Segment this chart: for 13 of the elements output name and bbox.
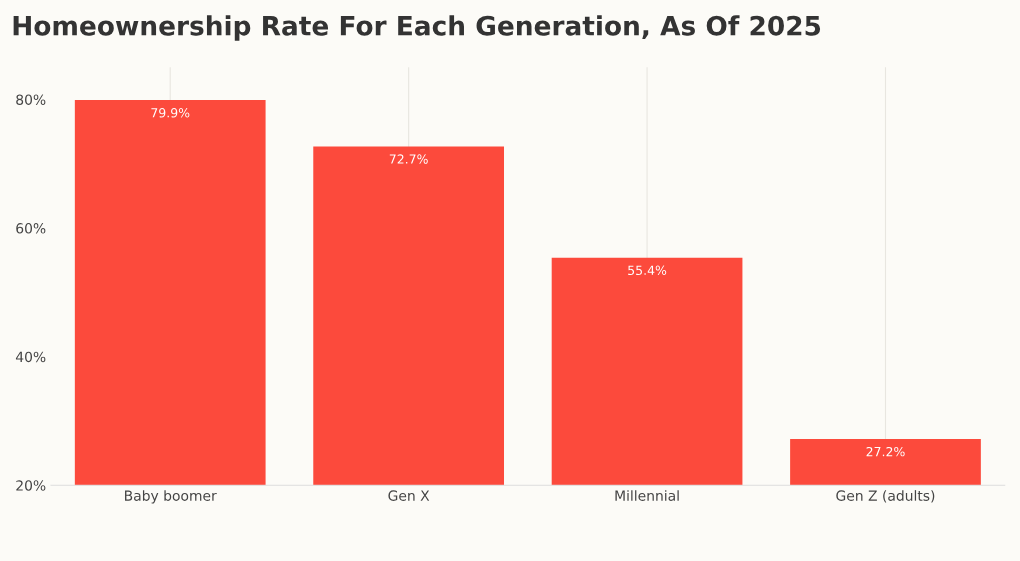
x-tick-label: Gen X: [388, 490, 430, 501]
x-tick-label: Gen Z (adults): [836, 490, 935, 503]
chart-title: Homeownership Rate For Each Generation, As Of 2025: [13, 15, 821, 41]
y-tick-label: 20%: [16, 480, 46, 491]
y-tick-label: 40%: [15, 351, 46, 363]
x-tick-label: Baby boomer: [125, 490, 217, 504]
y-tick-label: 80%: [16, 94, 46, 105]
y-tick-label: 60%: [16, 223, 46, 234]
data-label: 27.2%: [866, 446, 905, 457]
data-label: 79.9%: [151, 108, 190, 118]
data-label: 55.4%: [628, 265, 667, 276]
x-tick-label: Millennial: [615, 490, 679, 501]
data-label: 72.7%: [389, 154, 428, 164]
